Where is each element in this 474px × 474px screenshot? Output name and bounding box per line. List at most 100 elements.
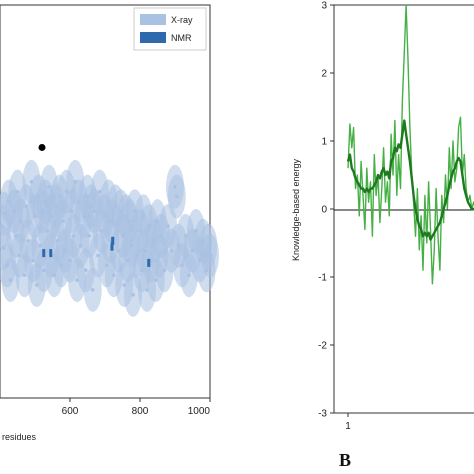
nmr-point xyxy=(111,236,115,245)
xray-point xyxy=(122,283,127,287)
legend-label-nmr: NMR xyxy=(171,33,192,43)
xray-point xyxy=(118,209,123,214)
xray-point xyxy=(55,239,60,243)
xray-point xyxy=(41,268,46,273)
xray-point xyxy=(187,273,191,277)
xray-point xyxy=(71,234,76,238)
xray-point xyxy=(141,214,146,219)
xray-point xyxy=(52,273,57,277)
xray-point xyxy=(157,253,162,258)
xray-point xyxy=(89,204,93,209)
y-tick-label: -3 xyxy=(318,409,327,420)
xray-point xyxy=(132,209,137,214)
xray-point xyxy=(127,219,132,223)
xray-point xyxy=(45,229,50,233)
panel-a-x-ticks: 600 800 1000 xyxy=(62,398,211,417)
xray-point xyxy=(2,211,6,216)
xray-point xyxy=(106,199,111,204)
xray-point xyxy=(87,234,92,238)
y-tick-label: -2 xyxy=(318,341,327,352)
xray-point xyxy=(174,194,179,199)
nmr-point xyxy=(147,258,151,267)
y-tick-label: 1 xyxy=(321,137,327,148)
xray-point xyxy=(69,209,74,214)
xray-point xyxy=(1,246,6,250)
xray-point xyxy=(85,194,90,199)
xray-point xyxy=(201,239,205,243)
xray-point xyxy=(194,229,198,233)
panel-label-b: B xyxy=(339,450,351,470)
xray-point xyxy=(0,224,4,228)
xray-point xyxy=(83,268,88,273)
xray-point xyxy=(183,234,188,238)
xray-point xyxy=(54,204,58,209)
xray-point xyxy=(68,258,72,263)
xray-point xyxy=(76,199,81,204)
xray-point xyxy=(43,199,48,204)
xray-point xyxy=(75,278,79,282)
y-tick-label: 0 xyxy=(321,205,327,216)
panel-b: -3 -2 -1 0 1 2 3 1 Knowledge-based energy xyxy=(291,1,474,432)
xray-point xyxy=(99,229,104,233)
xray-point xyxy=(61,219,65,223)
panel-b-x-ticks: 1 xyxy=(345,413,351,432)
y-tick-label: 2 xyxy=(321,69,327,80)
xray-point xyxy=(204,268,209,273)
xray-point xyxy=(82,214,86,219)
nmr-point xyxy=(110,242,114,251)
xray-point xyxy=(110,219,114,223)
xray-point xyxy=(153,278,158,282)
xray-point xyxy=(17,253,22,258)
energy-smoothed-line xyxy=(346,119,474,241)
x-tick-label: 800 xyxy=(132,406,149,417)
xray-point xyxy=(166,224,170,228)
panel-b-y-ticks: -3 -2 -1 0 1 2 3 xyxy=(318,1,334,420)
xray-point xyxy=(6,199,11,204)
xray-point xyxy=(206,243,211,248)
xray-point xyxy=(59,263,64,268)
xray-point xyxy=(103,214,107,219)
legend-swatch-xray xyxy=(140,14,166,25)
xray-point xyxy=(12,209,16,214)
xray-point xyxy=(134,253,139,258)
xray-point xyxy=(152,239,156,243)
panel-a-legend: X-ray NMR xyxy=(133,7,207,51)
xray-point xyxy=(145,288,149,292)
xray-point xyxy=(159,234,163,238)
xray-point xyxy=(169,248,174,253)
xray-point xyxy=(180,263,184,268)
xray-point xyxy=(97,189,102,194)
xray-point xyxy=(47,184,51,189)
panel-a: 600 800 1000 residues X-ray NMR xyxy=(0,4,219,442)
xray-point xyxy=(117,248,121,253)
xray-point xyxy=(129,243,134,248)
xray-point xyxy=(111,273,116,277)
xray-point xyxy=(155,219,160,223)
xray-point xyxy=(104,263,109,268)
xray-point xyxy=(57,194,62,199)
xray-point xyxy=(73,180,78,184)
xray-point xyxy=(31,258,36,263)
xray-point xyxy=(36,194,41,199)
xray-point xyxy=(92,209,97,214)
xray-point xyxy=(26,239,30,243)
xray-point xyxy=(173,184,177,189)
y-tick-label: -1 xyxy=(318,273,327,284)
xray-point xyxy=(33,214,37,219)
xray-point xyxy=(120,234,125,238)
legend-label-xray: X-ray xyxy=(171,15,193,25)
xray-point xyxy=(113,204,118,209)
xray-point xyxy=(176,243,181,248)
nmr-point xyxy=(42,249,46,258)
xray-point xyxy=(50,214,55,219)
xray-point xyxy=(15,189,20,194)
xray-point xyxy=(38,243,43,248)
highlighted-point xyxy=(38,143,46,151)
xray-point xyxy=(146,224,151,228)
panel-a-points xyxy=(0,143,219,317)
xray-point xyxy=(90,288,95,292)
xray-point xyxy=(208,253,212,258)
xray-point xyxy=(125,258,130,263)
xray-point xyxy=(13,234,18,238)
